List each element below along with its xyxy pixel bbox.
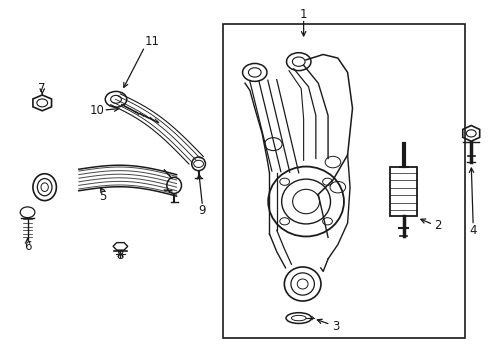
Text: 6: 6 [24, 240, 31, 253]
Text: 2: 2 [434, 219, 442, 233]
Text: 10: 10 [90, 104, 104, 117]
Text: 9: 9 [199, 204, 206, 217]
Text: 3: 3 [332, 320, 339, 333]
Text: 7: 7 [39, 82, 46, 95]
Text: 4: 4 [469, 224, 477, 237]
Bar [390, 167, 417, 216]
Text: 1: 1 [300, 8, 307, 21]
Bar [223, 24, 465, 338]
Text: 5: 5 [99, 190, 107, 203]
Text: 11: 11 [145, 35, 160, 49]
Text: 8: 8 [117, 249, 124, 262]
